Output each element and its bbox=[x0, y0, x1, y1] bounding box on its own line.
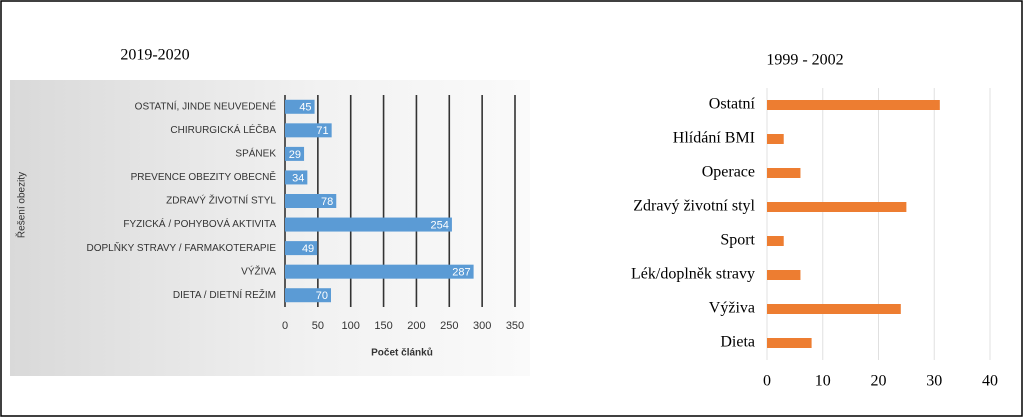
data-label: 287 bbox=[452, 267, 470, 279]
x-tick-label: 0 bbox=[282, 320, 288, 332]
x-axis-label: Počet článků bbox=[371, 347, 433, 359]
x-tick-label: 350 bbox=[506, 320, 524, 332]
y-tick-label: DIETA / DIETNÍ REŽIM bbox=[173, 288, 276, 301]
y-tick-label: Sport bbox=[720, 232, 755, 249]
bar bbox=[285, 170, 308, 185]
y-tick-label: SPÁNEK bbox=[235, 147, 276, 160]
x-tick-label: 300 bbox=[473, 320, 491, 332]
y-tick-label: Hlídání BMI bbox=[673, 130, 755, 147]
x-tick-label: 30 bbox=[926, 373, 942, 390]
chart-title: 1999 - 2002 bbox=[766, 52, 843, 69]
data-label: 70 bbox=[316, 290, 328, 302]
chart-title: 2019-2020 bbox=[120, 47, 189, 64]
y-tick-label: Ostatní bbox=[709, 96, 756, 113]
y-tick-label: VÝŽIVA bbox=[241, 264, 276, 277]
bar bbox=[767, 168, 801, 178]
bar bbox=[285, 264, 474, 279]
data-label: 254 bbox=[431, 219, 449, 231]
data-label: 49 bbox=[302, 243, 314, 255]
data-label: 29 bbox=[289, 149, 301, 161]
x-tick-label: 100 bbox=[342, 320, 360, 332]
x-tick-label: 0 bbox=[763, 373, 771, 390]
bar bbox=[285, 146, 305, 161]
x-tick-label: 150 bbox=[374, 320, 392, 332]
bar bbox=[767, 236, 784, 246]
y-tick-label: OSTATNÍ, JINDE NEUVEDENÉ bbox=[135, 99, 277, 112]
y-tick-label: ZDRAVÝ ŽIVOTNÍ STYL bbox=[166, 194, 276, 207]
bar bbox=[767, 134, 784, 144]
bar bbox=[285, 99, 315, 114]
bar bbox=[767, 304, 901, 314]
x-tick-label: 200 bbox=[407, 320, 425, 332]
y-tick-label: FYZICKÁ / POHYBOVÁ AKTIVITA bbox=[123, 217, 276, 230]
bar bbox=[285, 194, 337, 208]
x-tick-label: 10 bbox=[815, 373, 831, 390]
x-tick-label: 50 bbox=[312, 320, 324, 332]
y-tick-label: Dieta bbox=[720, 334, 755, 351]
bar bbox=[767, 202, 907, 212]
bar bbox=[767, 338, 812, 348]
y-tick-label: Lék/doplněk stravy bbox=[631, 266, 755, 283]
y-axis-label: Řešení obezity bbox=[15, 172, 28, 238]
x-tick-label: 250 bbox=[440, 320, 458, 332]
bar bbox=[285, 288, 331, 303]
y-tick-label: CHIRURGICKÁ LÉČBA bbox=[170, 123, 276, 136]
bar bbox=[285, 241, 318, 256]
y-tick-label: DOPLŇKY STRAVY / FARMAKOTERAPIE bbox=[87, 241, 277, 254]
data-label: 34 bbox=[292, 172, 304, 184]
y-tick-label: Výživa bbox=[709, 300, 755, 317]
bar bbox=[285, 217, 452, 232]
data-label: 45 bbox=[299, 102, 311, 114]
y-tick-label: Zdravý životní styl bbox=[633, 198, 755, 215]
bar bbox=[767, 100, 940, 110]
data-label: 71 bbox=[316, 125, 328, 137]
bar bbox=[285, 123, 332, 138]
y-tick-label: Operace bbox=[702, 164, 755, 181]
bar bbox=[767, 270, 801, 280]
data-label: 78 bbox=[321, 196, 333, 208]
x-tick-label: 40 bbox=[982, 373, 998, 390]
y-tick-label: PREVENCE OBEZITY OBECNĚ bbox=[131, 170, 277, 183]
x-tick-label: 20 bbox=[871, 373, 887, 390]
